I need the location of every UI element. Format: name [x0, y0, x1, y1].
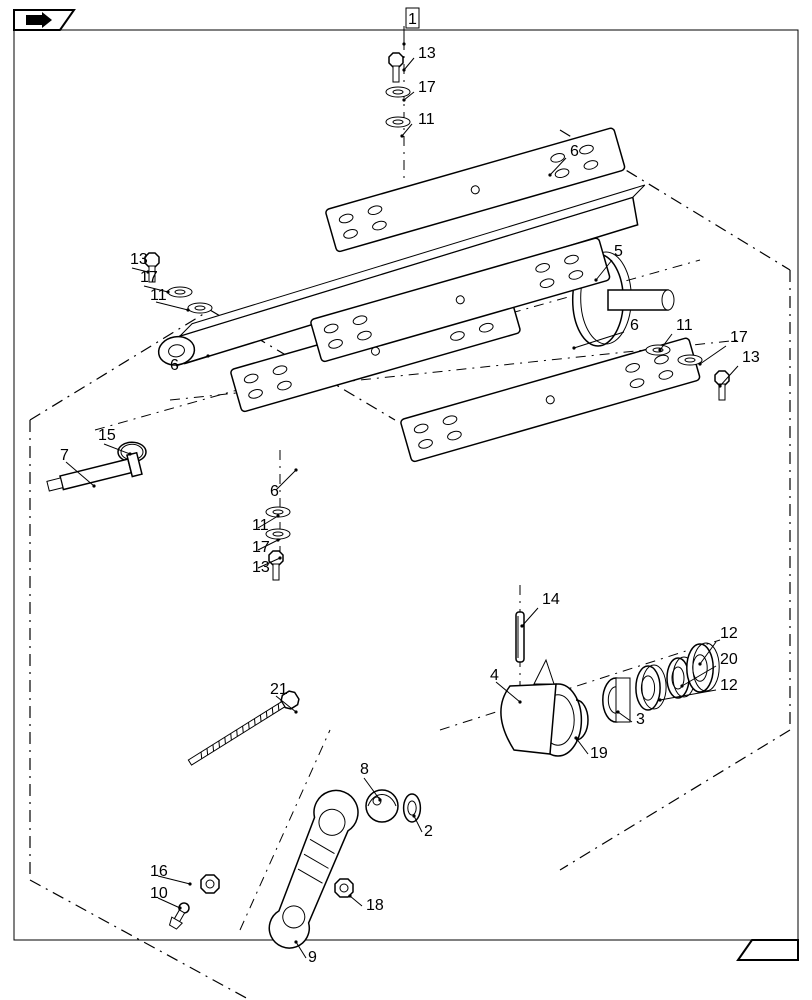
part-eye-link	[261, 784, 364, 955]
svg-text:2: 2	[424, 823, 433, 840]
part-ball-set	[366, 790, 420, 822]
svg-text:1: 1	[408, 11, 417, 28]
svg-text:11: 11	[418, 111, 435, 128]
svg-text:16: 16	[150, 863, 168, 880]
svg-text:9: 9	[308, 949, 317, 966]
exploded-view-diagram: 1131711613171165611171315761117131441220…	[0, 0, 812, 1000]
svg-text:17: 17	[418, 79, 436, 96]
svg-text:15: 15	[98, 427, 116, 444]
svg-text:13: 13	[252, 559, 270, 576]
svg-text:13: 13	[418, 45, 436, 62]
svg-text:11: 11	[252, 517, 269, 534]
svg-text:18: 18	[366, 897, 384, 914]
part-long-bolt	[186, 689, 301, 769]
svg-text:6: 6	[270, 483, 279, 500]
svg-text:6: 6	[630, 317, 639, 334]
svg-text:19: 19	[590, 745, 608, 762]
page-flag-next	[738, 940, 798, 960]
svg-text:20: 20	[720, 651, 738, 668]
svg-text:13: 13	[742, 349, 760, 366]
svg-text:6: 6	[570, 143, 579, 160]
part-cast-housing	[501, 660, 581, 756]
page-flag-prev	[14, 10, 74, 30]
part-roll-pin	[516, 612, 524, 662]
svg-text:11: 11	[150, 287, 167, 304]
svg-text:21: 21	[270, 681, 288, 698]
svg-text:10: 10	[150, 885, 168, 902]
svg-text:12: 12	[720, 677, 738, 694]
svg-text:8: 8	[360, 761, 369, 778]
svg-text:11: 11	[676, 317, 693, 334]
svg-text:17: 17	[252, 539, 270, 556]
svg-text:17: 17	[730, 329, 748, 346]
part-bearing-stack	[576, 643, 719, 740]
svg-text:13: 13	[130, 251, 148, 268]
svg-text:7: 7	[60, 447, 69, 464]
svg-text:14: 14	[542, 591, 560, 608]
svg-text:3: 3	[636, 711, 645, 728]
svg-text:12: 12	[720, 625, 738, 642]
svg-text:4: 4	[490, 667, 499, 684]
svg-text:17: 17	[140, 269, 158, 286]
svg-text:6: 6	[170, 357, 179, 374]
svg-text:5: 5	[614, 243, 623, 260]
